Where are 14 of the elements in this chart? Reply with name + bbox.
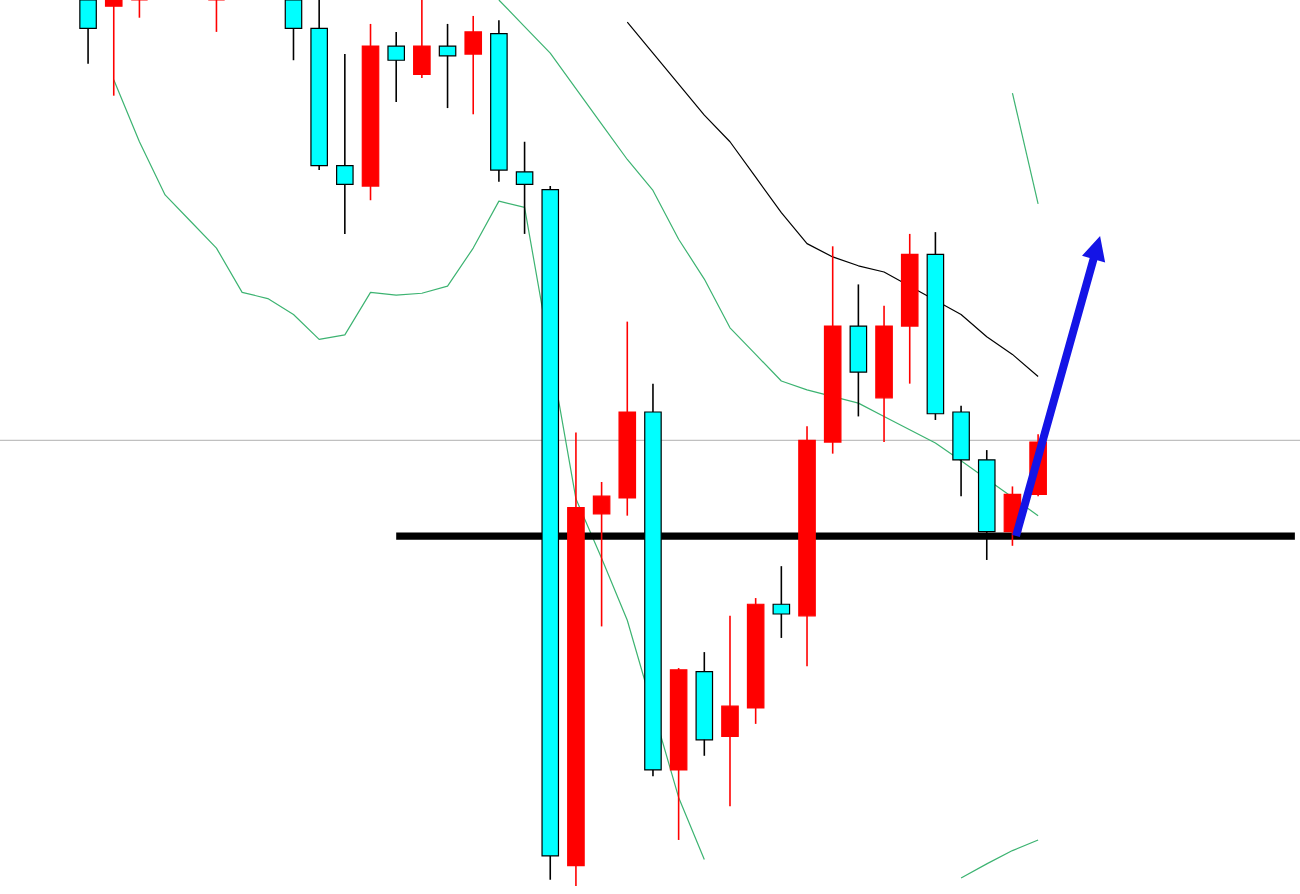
candlestick — [721, 614, 739, 808]
candlestick — [284, 0, 303, 62]
candlestick — [336, 53, 354, 235]
candlestick — [772, 565, 791, 639]
candlestick — [592, 481, 611, 628]
candlestick — [413, 0, 431, 79]
candlestick — [438, 23, 457, 109]
candlestick — [952, 405, 970, 497]
candlestick — [79, 0, 97, 65]
candlestick — [464, 15, 483, 116]
candlestick — [104, 0, 123, 97]
candlestick — [387, 31, 406, 103]
candlestick — [515, 140, 534, 235]
candlestick — [849, 283, 868, 418]
